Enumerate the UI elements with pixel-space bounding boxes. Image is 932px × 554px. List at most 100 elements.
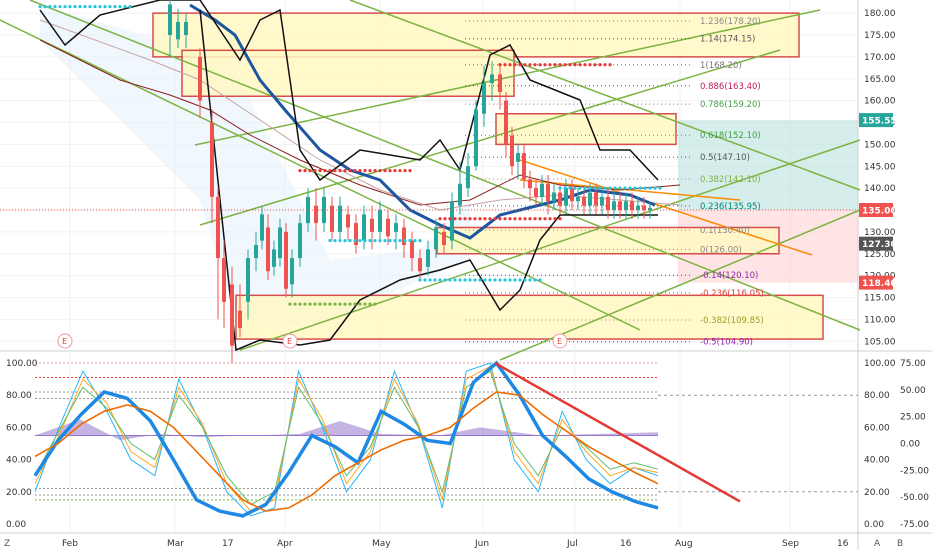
osc-left-tick: 60.00	[6, 423, 32, 433]
level-dot	[358, 302, 362, 306]
level-dot	[318, 302, 322, 306]
level-dot	[563, 186, 567, 190]
candle-body	[362, 214, 366, 241]
candle-body	[630, 201, 634, 210]
trend-line	[0, 19, 641, 331]
price-tick: 150.00	[864, 140, 896, 150]
candle-body	[246, 258, 250, 302]
level-dot	[43, 4, 47, 9]
candle-body	[490, 74, 494, 84]
x-axis-label: Feb	[62, 539, 78, 549]
candle-body	[290, 258, 294, 285]
trend-line	[239, 139, 861, 351]
bb-band-fill	[40, 5, 470, 330]
level-dot	[378, 169, 382, 173]
candle-body	[434, 227, 438, 250]
level-dot	[483, 217, 487, 221]
x-axis-label: 17	[222, 539, 233, 549]
level-dot	[38, 4, 42, 9]
candle-body	[510, 135, 514, 167]
level-dot	[413, 239, 417, 243]
candle-body	[176, 21, 180, 40]
x-axis-label: 16	[620, 539, 632, 549]
candle-body	[254, 245, 258, 259]
target-zone	[678, 120, 858, 210]
candle-body	[278, 227, 282, 259]
level-dot	[338, 169, 342, 173]
level-dot	[498, 217, 502, 221]
trend-line	[349, 0, 861, 191]
level-dot	[353, 302, 357, 306]
osc-right-tick-inner: 60.00	[864, 423, 890, 433]
level-dot	[593, 63, 597, 67]
earnings-event-label: E	[557, 337, 562, 346]
price-badge-label: 127.30	[862, 240, 897, 250]
osc-series-line	[33, 360, 659, 518]
earnings-event-label: E	[287, 337, 292, 346]
fib-level-label: 1(168.20)	[700, 61, 742, 71]
earnings-event-icon	[552, 333, 568, 349]
level-dot	[333, 302, 337, 306]
osc-right-tick: 0.00	[900, 440, 920, 450]
fib-level-label: 0.5(147.10)	[700, 153, 750, 163]
level-dot	[583, 186, 587, 190]
trend-line	[199, 49, 781, 226]
osc-left-tick: 20.00	[6, 488, 32, 498]
level-dot	[438, 217, 442, 221]
osc-left-tick: 0.00	[6, 520, 26, 530]
price-badge-label: 118.40	[862, 279, 897, 289]
candle-body	[642, 205, 646, 210]
level-dot	[303, 302, 307, 306]
candle-body	[426, 249, 430, 267]
level-dot	[563, 63, 567, 67]
trend-line-orange	[519, 179, 741, 201]
candle-body	[386, 218, 390, 237]
earnings-event-icon	[57, 333, 73, 349]
level-dot	[108, 4, 112, 9]
osc-left-tick: 40.00	[6, 456, 32, 466]
level-dot	[333, 239, 337, 243]
level-dot	[323, 169, 327, 173]
price-badge-label: 155.55	[862, 117, 897, 127]
fib-level-label: -0.5(104.90)	[700, 338, 753, 348]
level-dot	[288, 302, 292, 306]
level-dot	[453, 278, 457, 282]
level-dot	[608, 63, 612, 67]
level-dot	[513, 217, 517, 221]
supply-zone	[495, 113, 677, 146]
level-dot	[538, 217, 542, 221]
level-dot	[328, 302, 332, 306]
level-dot	[368, 302, 372, 306]
candle-body	[482, 83, 486, 114]
level-dot	[378, 239, 382, 243]
level-dot	[463, 278, 467, 282]
x-axis-label: Mar	[167, 539, 184, 549]
price-tick: 115.00	[864, 294, 896, 304]
candle-body	[272, 249, 276, 267]
candle-body	[624, 201, 628, 210]
candle-body	[230, 284, 234, 346]
fib-level-label: -0.236(116.05)	[700, 289, 764, 299]
osc-left-tick: 80.00	[6, 391, 32, 401]
log-scale-button: B	[897, 539, 903, 549]
candle-body	[576, 196, 580, 202]
level-dot	[438, 278, 442, 282]
price-tick: 140.00	[864, 184, 896, 194]
level-dot	[593, 186, 597, 190]
level-dot	[348, 169, 352, 173]
level-dot	[363, 239, 367, 243]
level-dot	[428, 278, 432, 282]
level-dot	[478, 217, 482, 221]
osc-trend-line	[494, 361, 741, 503]
candle-body	[222, 258, 226, 302]
x-axis-label: Jul	[566, 539, 578, 549]
level-dot	[308, 169, 312, 173]
level-dot	[363, 169, 367, 173]
level-dot	[358, 239, 362, 243]
candle-body	[458, 183, 462, 206]
level-dot	[453, 217, 457, 221]
osc-series-line	[34, 391, 659, 512]
fib-level-label: 0.786(159.20)	[700, 100, 761, 110]
level-dot	[408, 239, 412, 243]
